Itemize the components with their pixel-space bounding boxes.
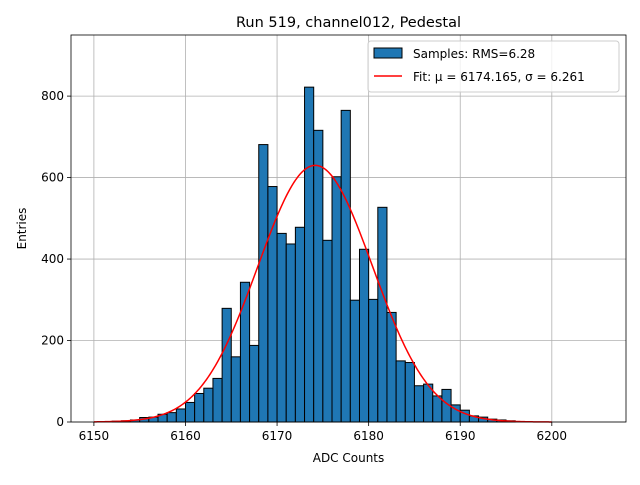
histogram-bar <box>294 226 306 423</box>
histogram-bar <box>258 144 269 423</box>
x-axis-label: ADC Counts <box>313 451 385 465</box>
histogram-bar <box>203 387 214 423</box>
x-tick-label: 6180 <box>353 429 384 443</box>
histogram-bar <box>322 239 333 423</box>
y-tick-label: 0 <box>56 415 64 429</box>
histogram-bar <box>432 395 443 423</box>
histogram-bar <box>184 401 196 423</box>
legend-fit-label: Fit: μ = 6174.165, σ = 6.261 <box>413 70 585 84</box>
histogram-bar <box>304 86 315 423</box>
x-tick-label: 6190 <box>445 429 476 443</box>
histogram-bar <box>175 408 186 423</box>
x-tick-label: 6160 <box>170 429 201 443</box>
histogram-bar <box>194 392 205 423</box>
y-axis-label: Entries <box>15 208 29 250</box>
x-tick-label: 6150 <box>79 429 110 443</box>
histogram-bar <box>230 356 241 423</box>
histogram-bar <box>413 385 425 423</box>
histogram-bar <box>340 109 351 423</box>
histogram-bar <box>368 298 379 423</box>
histogram-bar <box>313 129 324 423</box>
histogram-bar <box>221 307 232 423</box>
y-tick-label: 200 <box>41 334 64 348</box>
y-tick-label: 800 <box>41 89 64 103</box>
histogram-bar <box>331 176 342 423</box>
legend-histogram-swatch <box>373 47 403 59</box>
chart-title: Run 519, channel012, Pedestal <box>236 15 461 31</box>
legend-histogram-label: Samples: RMS=6.28 <box>413 47 535 61</box>
histogram-bar <box>358 248 370 423</box>
histogram-bar <box>377 206 388 423</box>
legend: Samples: RMS=6.28 Fit: μ = 6174.165, σ =… <box>367 40 620 93</box>
histogram-bar <box>404 362 415 423</box>
fit-curve <box>93 164 552 423</box>
histogram-bar <box>166 412 177 423</box>
x-tick-label: 6200 <box>537 429 568 443</box>
axis-ticks: 6150 6160 6170 6180 6190 6200 0 200 400 600 800 <box>41 89 567 443</box>
y-tick-label: 400 <box>41 252 64 266</box>
histogram-bar <box>276 232 287 423</box>
axes-frame <box>70 34 627 423</box>
histogram-bars <box>111 86 516 423</box>
histogram-bar <box>267 186 278 423</box>
histogram-bar <box>239 281 251 423</box>
histogram-bar <box>395 360 406 423</box>
histogram-bar <box>249 344 260 423</box>
histogram-bar <box>349 299 360 423</box>
histogram-bar <box>212 377 223 423</box>
histogram-bar <box>386 311 397 423</box>
x-tick-label: 6170 <box>262 429 293 443</box>
histogram-bar <box>285 243 296 423</box>
y-tick-label: 600 <box>41 171 64 185</box>
legend-box <box>367 40 620 93</box>
